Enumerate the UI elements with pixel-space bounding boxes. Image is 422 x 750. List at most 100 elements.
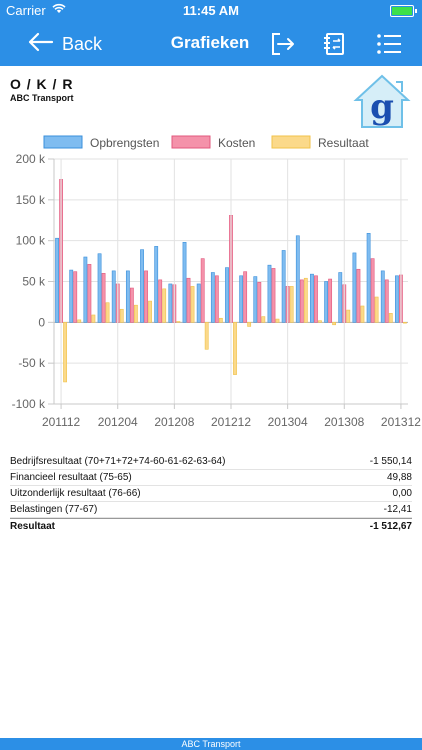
bar [140, 249, 144, 323]
svg-text:g: g [370, 87, 394, 127]
bar [133, 304, 138, 323]
bar [144, 270, 148, 323]
row-value: 0,00 [392, 488, 412, 499]
bar [295, 235, 300, 323]
bar [247, 322, 252, 327]
bar [148, 300, 152, 323]
table-row: Uitzonderlijk resultaat (76-66) 0,00 [10, 486, 412, 502]
y-tick-label: 200 k [16, 152, 46, 166]
bar [119, 308, 124, 323]
export-icon[interactable] [270, 31, 296, 57]
x-tick-label: 201312 [381, 415, 421, 429]
bar [271, 268, 276, 323]
table-row: Bedrijfsresultaat (70+71+72+74-60-61-62-… [10, 454, 412, 470]
bar [97, 253, 102, 323]
total-value: -1 512,67 [369, 521, 412, 532]
bar [176, 321, 181, 323]
back-button[interactable]: Back [28, 30, 102, 58]
y-tick-label: -100 k [12, 397, 46, 411]
bar [101, 273, 106, 323]
x-tick-label: 201212 [211, 415, 251, 429]
bar [105, 302, 110, 323]
bar [257, 282, 262, 323]
bar [380, 270, 385, 323]
table-row: Belastingen (77-67) -12,41 [10, 502, 412, 518]
bar [328, 278, 333, 323]
bar [125, 270, 130, 323]
back-label: Back [62, 33, 103, 54]
x-tick-label: 201304 [268, 415, 308, 429]
bar [200, 258, 205, 323]
legend-swatch [171, 135, 211, 149]
bar [87, 264, 92, 323]
total-row: Resultaat -1 512,67 [10, 518, 412, 534]
bar [395, 275, 399, 323]
bar-chart: Opbrengsten Kosten Resultaat 200 k 150 k 100 … [12, 135, 421, 429]
bar [356, 268, 361, 323]
row-label: Bedrijfsresultaat (70+71+72+74-60-61-62-… [10, 456, 226, 467]
clock: 11:45 AM [183, 3, 239, 18]
bar [69, 269, 74, 323]
row-value: -1 550,14 [369, 456, 412, 467]
bar [346, 309, 351, 323]
battery-icon [390, 5, 417, 17]
arrow-left-icon [28, 32, 54, 57]
company-name: O / K / R [10, 76, 74, 92]
row-label: Financieel resultaat (75-65) [10, 472, 132, 483]
bar [310, 273, 314, 323]
bar [253, 276, 258, 323]
bar [281, 250, 286, 323]
bar [318, 320, 322, 323]
bar [352, 252, 357, 323]
bar [332, 322, 337, 326]
report-icon[interactable] [322, 31, 348, 57]
nav-bar: Back Grafieken [0, 22, 422, 66]
bar [190, 286, 195, 323]
bar [218, 317, 223, 323]
bar [366, 233, 371, 323]
bar [225, 267, 229, 323]
bar [91, 314, 96, 323]
bar [158, 279, 163, 323]
bar [186, 277, 191, 323]
bar [214, 275, 219, 323]
row-label: Belastingen (77-67) [10, 504, 98, 515]
y-tick-label: 50 k [22, 275, 46, 289]
total-label: Resultaat [10, 521, 56, 532]
y-tick-label: -50 k [18, 356, 46, 370]
table-row: Financieel resultaat (75-65) 49,88 [10, 470, 412, 486]
bar [275, 318, 280, 323]
bar [338, 272, 343, 323]
bar [204, 322, 209, 350]
bar [196, 283, 201, 323]
page-title: Grafieken [170, 33, 250, 52]
y-tick-label: 0 [38, 315, 45, 329]
bar [55, 237, 59, 323]
summary-table: Bedrijfsresultaat (70+71+72+74-60-61-62-… [10, 454, 412, 534]
y-tick-label: 100 k [16, 234, 46, 248]
company-subtitle: ABC Transport [10, 93, 74, 103]
bar [243, 271, 248, 323]
wifi-icon [52, 3, 66, 17]
bar [129, 287, 134, 323]
bar [162, 288, 167, 323]
row-value: -12,41 [383, 504, 412, 515]
list-menu-icon[interactable] [376, 31, 402, 57]
bar [314, 275, 318, 323]
bar [303, 277, 308, 323]
bar [111, 270, 116, 323]
bar [77, 319, 82, 323]
bar [374, 296, 379, 323]
carrier-label: Carrier [6, 3, 46, 18]
company-header: O / K / R ABC Transport [10, 76, 74, 103]
x-tick-label: 201308 [324, 415, 364, 429]
x-tick-label: 201204 [98, 415, 138, 429]
bar [360, 305, 365, 323]
bar [83, 256, 88, 323]
bar [63, 322, 67, 383]
row-label: Uitzonderlijk resultaat (76-66) [10, 488, 141, 499]
bar [384, 279, 389, 323]
bar [168, 283, 173, 323]
bar [388, 313, 393, 323]
bar [289, 286, 294, 323]
